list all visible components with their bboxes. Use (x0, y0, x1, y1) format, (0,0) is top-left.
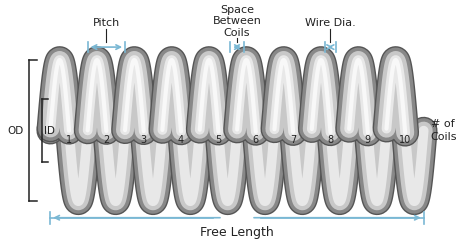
Text: 8: 8 (327, 135, 333, 145)
Text: 1: 1 (66, 135, 72, 145)
Text: OD: OD (7, 126, 23, 136)
Text: ID: ID (44, 126, 55, 136)
Text: Space
Between
Coils: Space Between Coils (212, 5, 262, 38)
Text: # of
Coils: # of Coils (431, 120, 457, 142)
Text: 5: 5 (215, 135, 221, 145)
Text: Free Length: Free Length (200, 226, 274, 239)
Text: 4: 4 (178, 135, 184, 145)
Text: 10: 10 (399, 135, 411, 145)
Text: 7: 7 (290, 135, 296, 145)
Text: Wire Dia.: Wire Dia. (305, 18, 356, 28)
Text: 3: 3 (141, 135, 147, 145)
Text: 2: 2 (103, 135, 109, 145)
Text: Pitch: Pitch (93, 18, 120, 28)
Text: 6: 6 (253, 135, 259, 145)
Text: 9: 9 (365, 135, 371, 145)
